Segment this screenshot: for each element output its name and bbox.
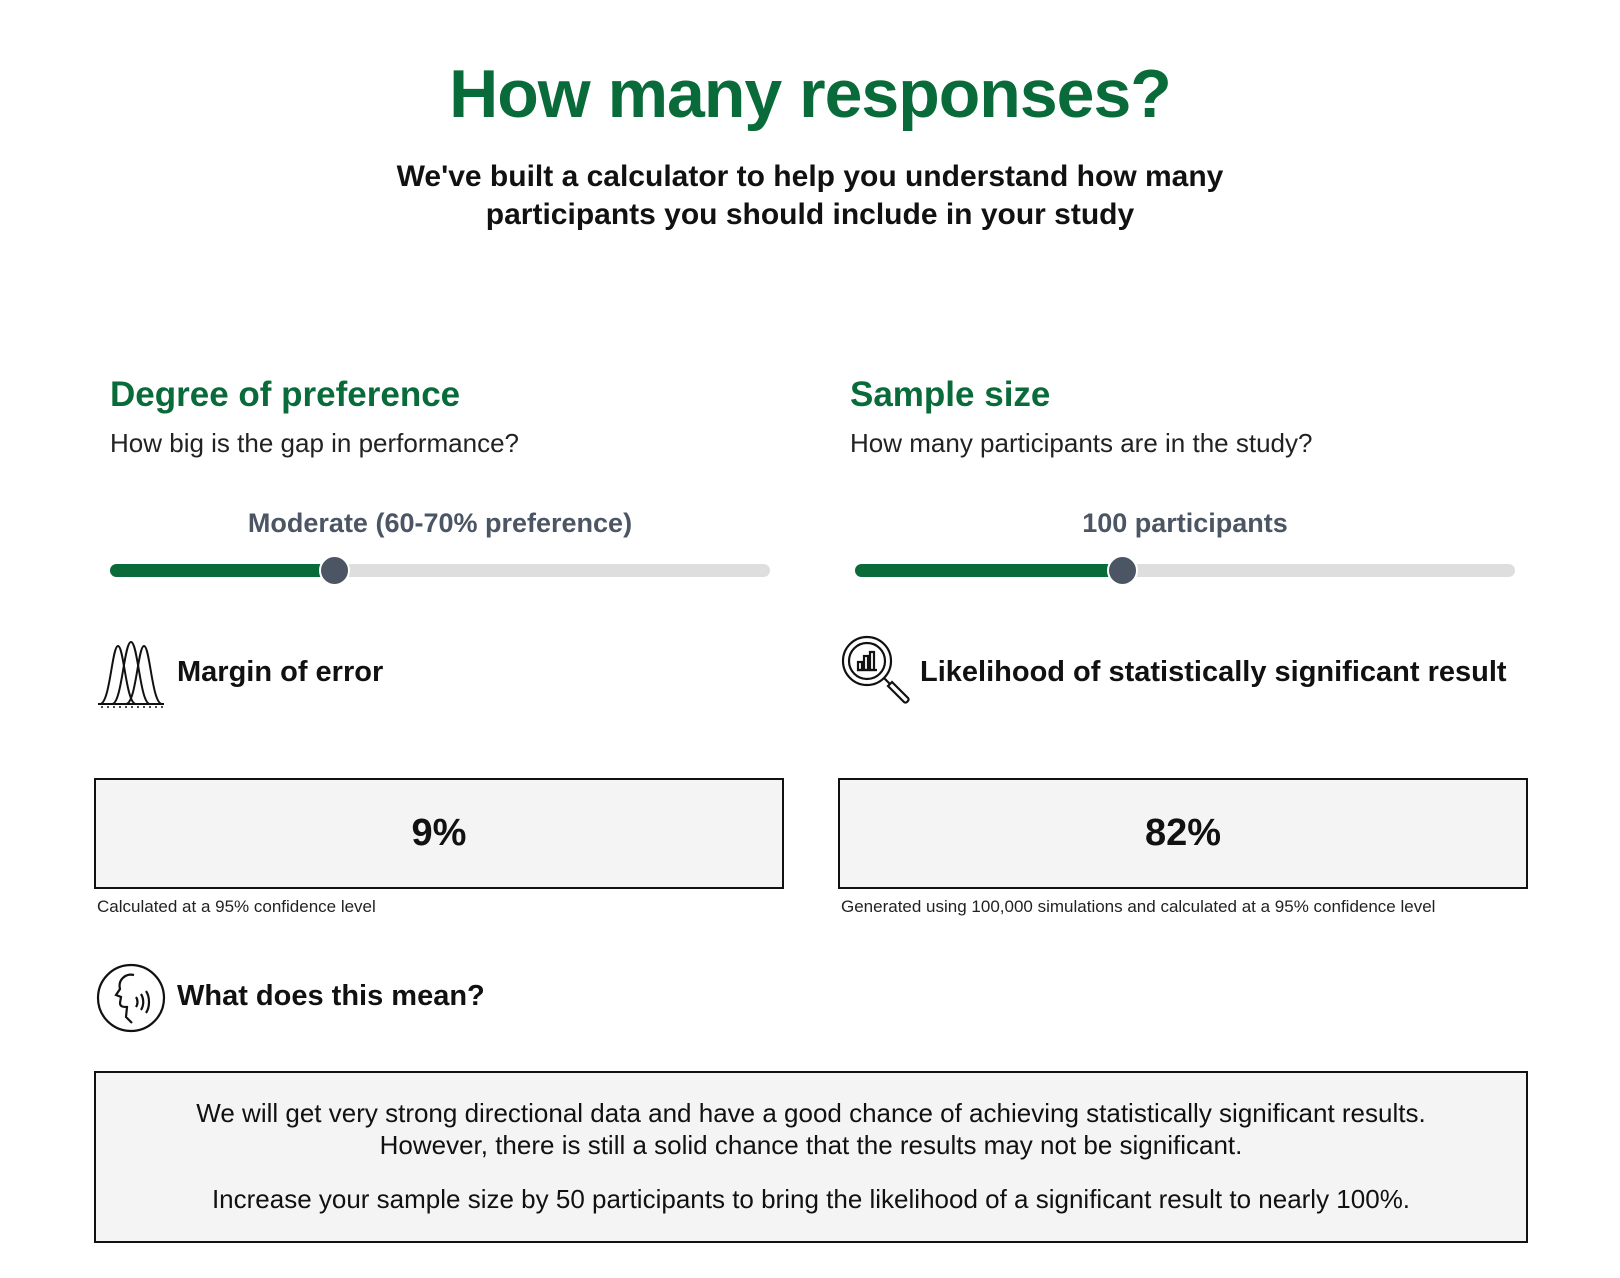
preference-slider-thumb[interactable] bbox=[319, 555, 351, 586]
magnifier-chart-icon bbox=[840, 634, 912, 706]
meaning-paragraph-2: Increase your sample size by 50 particip… bbox=[211, 1184, 1411, 1214]
sample-slider-thumb[interactable] bbox=[1107, 555, 1139, 586]
preference-title: Degree of preference bbox=[110, 375, 461, 414]
preference-slider[interactable] bbox=[110, 555, 770, 586]
likelihood-value: 82% bbox=[1144, 812, 1222, 854]
margin-value-box: 9% bbox=[94, 778, 784, 889]
preference-slider-fill bbox=[110, 564, 335, 577]
sample-question: How many participants are in the study? bbox=[850, 428, 1313, 458]
page-subtitle: We've built a calculator to help you und… bbox=[396, 160, 1224, 231]
margin-note: Calculated at a 95% confidence level bbox=[97, 897, 376, 916]
sample-title: Sample size bbox=[850, 375, 1051, 414]
sample-slider[interactable] bbox=[855, 555, 1515, 586]
margin-heading: Margin of error bbox=[177, 656, 384, 688]
speaking-head-icon bbox=[96, 963, 166, 1033]
preference-question: How big is the gap in performance? bbox=[110, 428, 520, 458]
bell-curves-icon bbox=[96, 638, 166, 708]
likelihood-note: Generated using 100,000 simulations and … bbox=[841, 897, 1436, 916]
likelihood-heading: Likelihood of statistically significant … bbox=[920, 656, 1507, 688]
preference-slider-value: Moderate (60-70% preference) bbox=[247, 508, 633, 538]
likelihood-value-box: 82% bbox=[838, 778, 1528, 889]
sample-slider-value: 100 participants bbox=[1082, 508, 1288, 538]
meaning-paragraph-1: We will get very strong directional data… bbox=[196, 1098, 1426, 1160]
sample-slider-fill bbox=[855, 564, 1123, 577]
margin-value: 9% bbox=[411, 812, 467, 854]
meaning-explanation-box: We will get very strong directional data… bbox=[94, 1071, 1528, 1243]
page-title: How many responses? bbox=[449, 56, 1172, 132]
meaning-heading: What does this mean? bbox=[177, 980, 485, 1012]
